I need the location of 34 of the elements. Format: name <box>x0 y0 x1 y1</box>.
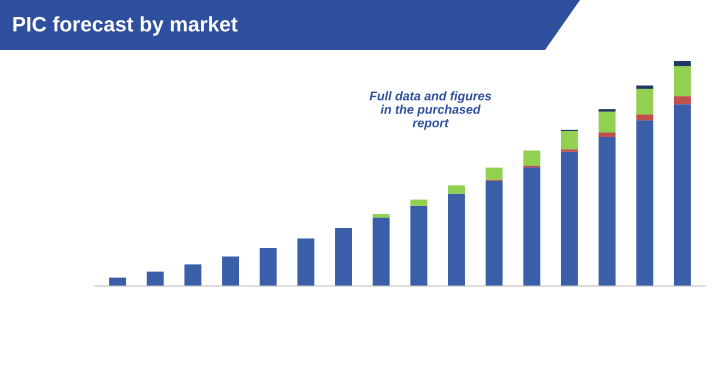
bar <box>335 228 352 286</box>
bar <box>560 130 578 150</box>
bar <box>598 137 616 286</box>
bar <box>146 272 164 286</box>
bar <box>486 168 503 180</box>
bar <box>523 167 540 286</box>
bar <box>372 214 390 218</box>
bar <box>598 132 616 138</box>
bar <box>560 152 578 286</box>
bar <box>297 238 314 286</box>
annotation: Full data and figures in the purchased report <box>370 91 492 130</box>
bar <box>598 112 616 133</box>
bar <box>372 218 390 286</box>
bar <box>674 96 691 104</box>
chart-title: PIC forecast by market <box>13 16 238 36</box>
bar <box>184 264 202 286</box>
bar <box>674 66 691 96</box>
bar <box>222 256 240 286</box>
bar <box>636 114 654 120</box>
bar <box>109 278 126 286</box>
bar <box>636 86 654 89</box>
bar <box>674 104 691 286</box>
bar <box>636 120 654 286</box>
bar <box>674 61 691 66</box>
bar <box>486 180 503 286</box>
bar <box>410 206 428 286</box>
bar <box>260 248 277 286</box>
bar <box>560 149 578 152</box>
bar <box>523 150 540 166</box>
bar <box>410 200 428 206</box>
bar <box>448 194 465 286</box>
bar <box>448 185 465 194</box>
bar <box>636 88 654 114</box>
bar <box>598 109 616 112</box>
